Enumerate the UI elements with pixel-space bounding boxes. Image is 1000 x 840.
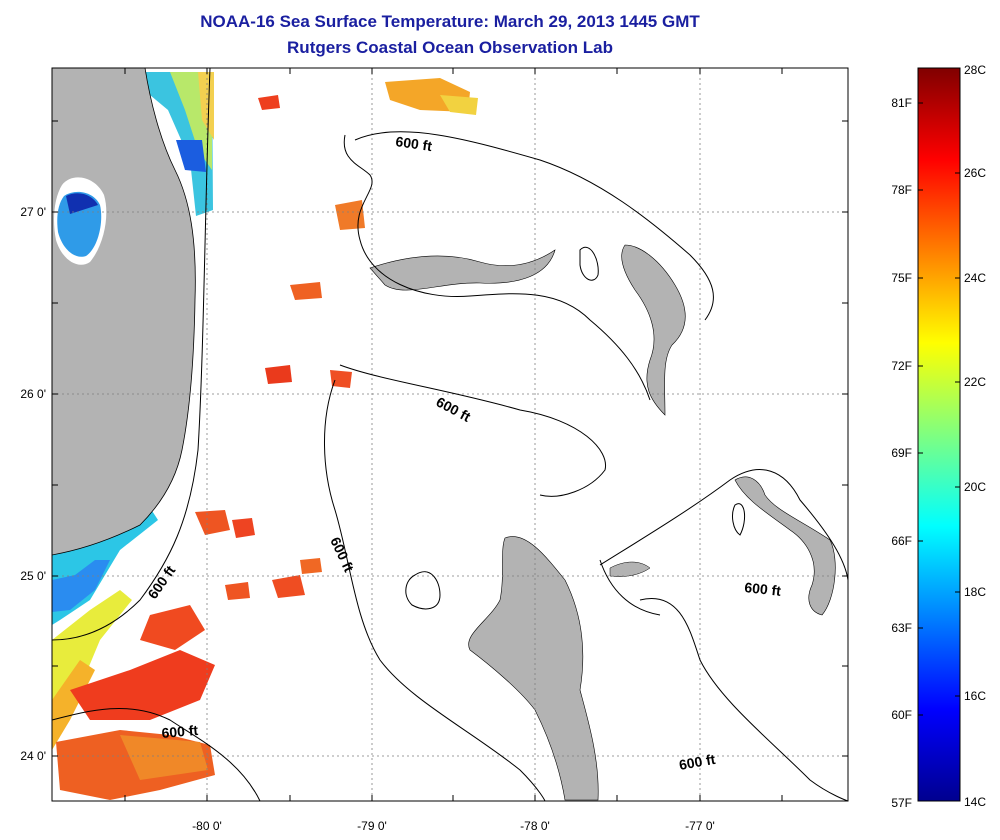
600ft-contours	[52, 68, 848, 801]
svg-text:600 ft: 600 ft	[395, 133, 434, 154]
colorbar-c-label: 28C	[964, 63, 986, 77]
colorbar-c-label: 24C	[964, 271, 986, 285]
lon-label: -78 0'	[520, 819, 550, 833]
colorbar-f-label: 75F	[891, 271, 912, 285]
latitude-labels: 27 0' 26 0' 25 0' 24 0'	[20, 205, 46, 763]
svg-text:600 ft: 600 ft	[161, 722, 199, 741]
colorbar-f-label: 66F	[891, 534, 912, 548]
sst-data-layer	[52, 72, 478, 800]
colorbar-f-label: 78F	[891, 183, 912, 197]
lat-label: 26 0'	[20, 387, 46, 401]
map-title: NOAA-16 Sea Surface Temperature: March 2…	[200, 12, 700, 31]
plot-frame	[51, 67, 849, 802]
colorbar-f-label: 69F	[891, 446, 912, 460]
lon-label: -77 0'	[685, 819, 715, 833]
colorbar-gradient	[917, 67, 961, 802]
svg-text:600 ft: 600 ft	[678, 751, 717, 773]
colorbar-f-label: 57F	[891, 796, 912, 810]
longitude-labels: -80 0' -79 0' -78 0' -77 0'	[192, 819, 715, 833]
lat-label: 24 0'	[20, 749, 46, 763]
svg-text:600 ft: 600 ft	[744, 579, 782, 599]
colorbar-f-label: 72F	[891, 359, 912, 373]
colorbar-f-label: 63F	[891, 621, 912, 635]
colorbar-c-label: 26C	[964, 166, 986, 180]
axis-ticks	[52, 68, 848, 801]
eleuthera-land	[734, 476, 836, 616]
colorbar-c-label: 14C	[964, 795, 986, 809]
colorbar-c-label: 20C	[964, 480, 986, 494]
colorbar-c-label: 16C	[964, 689, 986, 703]
map-subtitle: Rutgers Coastal Ocean Observation Lab	[287, 38, 613, 57]
graticule	[52, 68, 848, 801]
lon-label: -79 0'	[357, 819, 387, 833]
abaco-land	[621, 244, 686, 416]
lon-label: -80 0'	[192, 819, 222, 833]
grand-bahama-land	[369, 249, 556, 291]
andros-land	[468, 536, 599, 801]
lat-label: 25 0'	[20, 569, 46, 583]
colorbar-c-label: 18C	[964, 585, 986, 599]
colorbar-f-label: 60F	[891, 708, 912, 722]
colorbar-c-label: 22C	[964, 375, 986, 389]
colorbar: 81F 78F 75F 72F 69F 66F 63F 60F 57F 28C …	[891, 63, 986, 810]
colorbar-f-label: 81F	[891, 96, 912, 110]
lat-label: 27 0'	[20, 205, 46, 219]
